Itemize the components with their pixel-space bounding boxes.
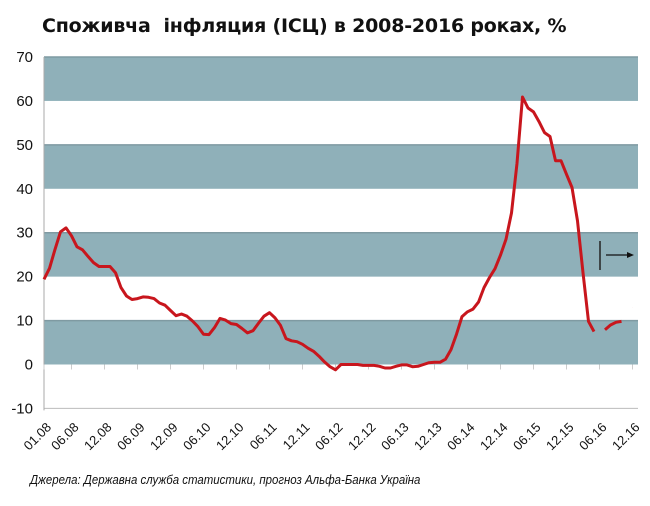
y-tick-label: 20 <box>16 269 33 286</box>
x-tick-label: 12.13 <box>411 420 445 454</box>
x-tick-label: 12.14 <box>477 420 511 454</box>
x-tick-label: 06.13 <box>378 420 412 454</box>
x-tick-label: 06.15 <box>510 420 544 454</box>
x-tick-label: 06.16 <box>576 420 610 454</box>
x-tick-label: 12.16 <box>609 420 643 454</box>
shaded-band <box>44 144 638 189</box>
x-tick-label: 12.09 <box>147 420 181 454</box>
y-tick-label: 70 <box>16 49 33 66</box>
y-tick-label: 10 <box>16 313 33 330</box>
x-tick-label: 12.08 <box>81 420 115 454</box>
inflation-line <box>604 319 622 331</box>
x-tick-label: 06.12 <box>312 420 346 454</box>
y-tick-label: 60 <box>16 93 33 110</box>
shaded-band <box>44 232 638 277</box>
x-tick-label: 06.09 <box>114 420 148 454</box>
x-tick-label: 12.11 <box>280 420 313 453</box>
x-tick-label: 06.08 <box>48 420 82 454</box>
x-tick-label: 06.11 <box>247 420 280 453</box>
shaded-band <box>44 57 638 101</box>
x-tick-label: 06.14 <box>444 420 478 454</box>
y-tick-label: -10 <box>11 400 33 417</box>
y-tick-label: 0 <box>25 357 33 374</box>
shaded-band <box>44 320 638 365</box>
y-tick-label: 50 <box>16 137 33 154</box>
chart-title: Споживча інфляция (ІСЦ) в 2008-2016 рока… <box>42 15 567 37</box>
x-tick-label: 01.08 <box>21 420 55 454</box>
x-tick-label: 12.12 <box>345 420 379 454</box>
x-tick-label: 12.10 <box>213 420 247 454</box>
x-tick-label: 06.10 <box>180 420 214 454</box>
forecast-arrowhead-icon <box>627 252 634 258</box>
y-tick-label: 30 <box>16 225 33 242</box>
source-note: Джерела: Державна служба статистики, про… <box>30 472 421 487</box>
x-tick-label: 12.15 <box>543 420 577 454</box>
y-tick-label: 40 <box>16 181 33 198</box>
